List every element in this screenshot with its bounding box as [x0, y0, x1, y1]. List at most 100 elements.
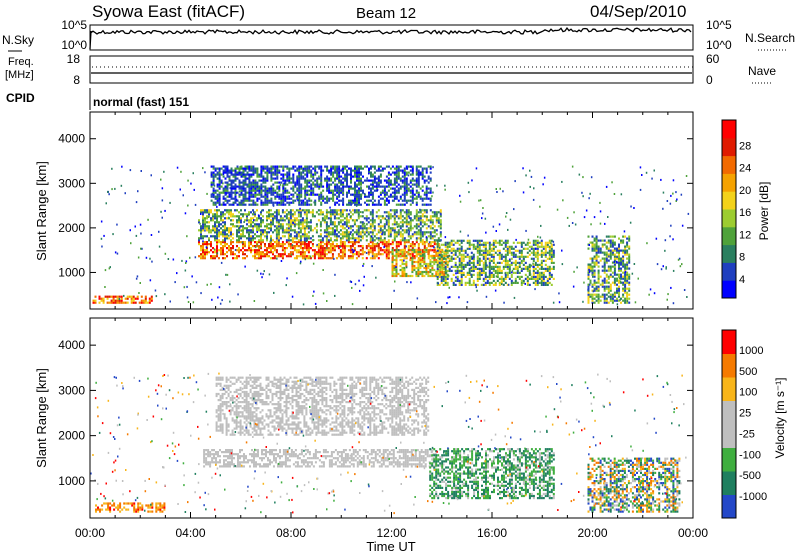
power-cell-4547: [618, 289, 620, 292]
power-cell-1629: [387, 217, 390, 220]
power-cell-4580: [620, 257, 622, 260]
power-cell-2926: [375, 185, 378, 188]
power-cell-2696: [336, 167, 339, 170]
power-cell-777: [208, 239, 210, 242]
power-cell-3075: [403, 187, 406, 190]
power-cell-299: [281, 253, 284, 256]
power-cell-2590: [318, 177, 321, 180]
power-cell-1133: [281, 225, 284, 228]
station-title: Syowa East (fitACF): [92, 2, 245, 21]
power-cell-3126: [411, 183, 414, 186]
power-cell-4511: [613, 277, 616, 280]
power-cell-3461: [443, 252, 446, 255]
power-cell-3498: [438, 263, 441, 266]
power-cell-1954: [222, 189, 225, 192]
power-cell-2230: [262, 185, 265, 188]
power-cell-1135: [281, 219, 284, 222]
power-cell-2495: [304, 203, 307, 206]
power-cell-1230: [299, 221, 302, 224]
power-cell-1405: [339, 239, 342, 242]
power-cell-4332: [595, 299, 598, 302]
power-cell-839: [218, 215, 220, 218]
power-cell-743: [200, 225, 202, 228]
power-cell-2907: [371, 181, 374, 184]
power-cell-1288: [311, 235, 314, 238]
power-cell-2638: [328, 191, 331, 194]
power-cell-2818: [356, 179, 358, 182]
power-cell-3449: [441, 256, 444, 260]
power-cell-2772: [350, 199, 352, 202]
power-cell-3875: [494, 263, 497, 266]
power-cell-1734: [409, 227, 412, 230]
power-cell-4330: [593, 239, 596, 242]
power-cell-3508: [440, 277, 443, 280]
power-cell-3382: [427, 262, 430, 266]
power-cell-2024: [232, 173, 235, 176]
power-cell-1900: [212, 167, 215, 170]
power-cell-1369: [331, 223, 334, 226]
power-cell-1915: [216, 195, 219, 198]
power-cell-2208: [258, 173, 261, 176]
power-cell-4068: [526, 251, 529, 254]
power-cell-1154: [287, 239, 290, 242]
power-cell-4685: [150, 174, 152, 177]
power-cell-3103: [407, 187, 410, 190]
power-cell-2051: [236, 165, 239, 168]
nsky-tick-top: 10^5: [61, 18, 87, 32]
power-cell-1681: [399, 231, 402, 234]
power-cell-257: [266, 247, 268, 250]
power-cell-463: [337, 255, 340, 258]
power-cell-1963: [224, 193, 227, 196]
power-cell-1688: [399, 211, 402, 214]
power-cell-1226: [299, 231, 302, 234]
power-cell-4552: [618, 275, 620, 278]
power-cell-4578: [620, 261, 622, 264]
power-cell-660: [409, 245, 412, 248]
power-cell-771: [206, 225, 208, 228]
power-cell-705: [427, 245, 430, 248]
power-cell-4114: [534, 267, 537, 270]
power-cell-3632: [460, 269, 463, 272]
power-cell-3984: [512, 281, 515, 284]
power-cell-989: [252, 237, 254, 240]
power-cell-2667: [332, 171, 335, 174]
power-cell-4789: [611, 181, 613, 184]
power-cell-355: [301, 253, 304, 256]
power-cell-1894: [212, 181, 215, 184]
power-cell-844: [220, 223, 222, 226]
power-cell-515: [353, 243, 356, 246]
power-cell-4750: [669, 202, 672, 205]
power-cell-3935: [504, 261, 507, 264]
power-cell-2035: [234, 183, 237, 186]
power-cell-1884: [210, 171, 213, 174]
power-cell-2510: [304, 165, 307, 168]
power-cell-2619: [324, 177, 327, 180]
power-cell-2511: [306, 203, 309, 206]
power-cell-2513: [306, 199, 309, 202]
power-cell-2682: [334, 165, 337, 168]
power-cell-547: [369, 247, 372, 250]
power-cell-1366: [331, 231, 334, 234]
power-cell-2154: [250, 167, 253, 170]
power-cell-4423: [605, 299, 608, 302]
power-cell-1926: [218, 199, 221, 202]
power-cell-2703: [338, 189, 341, 192]
power-cell-3909: [500, 277, 503, 280]
power-cell-2357: [282, 201, 285, 204]
power-cell-875: [226, 235, 228, 238]
power-cell-3976: [510, 273, 513, 276]
power-cell-3263: [399, 254, 402, 257]
power-cell-3936: [504, 259, 507, 262]
power-cell-4009: [516, 269, 519, 272]
power-cell-2019: [232, 187, 235, 190]
power-cell-1949: [222, 203, 225, 206]
power-cell-115: [210, 241, 212, 244]
power-cell-4359: [597, 289, 600, 292]
power-cell-1261: [305, 233, 308, 236]
power-cell-2330: [276, 171, 279, 174]
power-cell-1893: [212, 183, 215, 186]
power-cell-3760: [478, 245, 481, 248]
power-cell-2855: [360, 173, 362, 176]
power-cell-3891: [498, 283, 501, 286]
power-cell-1561: [371, 219, 374, 222]
